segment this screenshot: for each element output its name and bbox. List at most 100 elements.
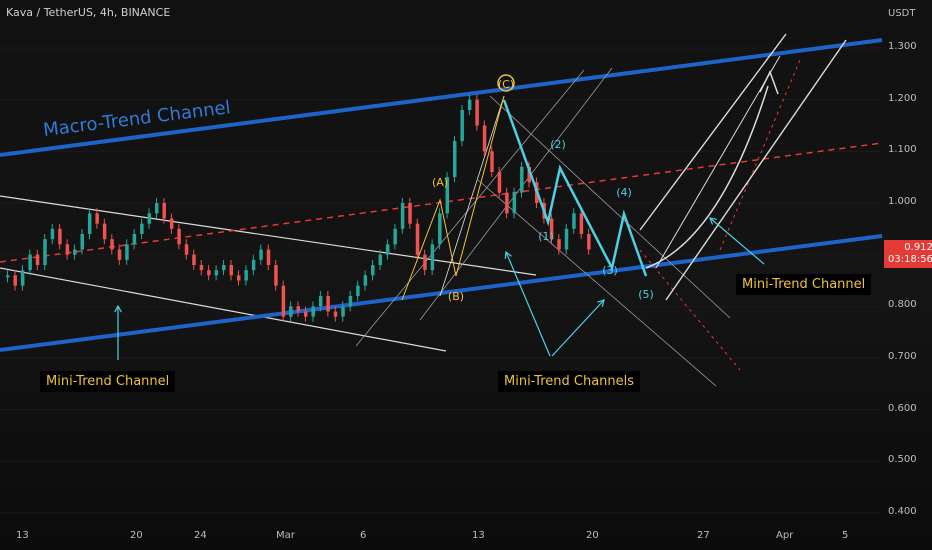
candle-body: [162, 203, 166, 219]
candle-body: [438, 213, 442, 245]
candle-body: [125, 244, 129, 260]
y-tick-label: 0.600: [888, 402, 917, 414]
wave-abc-line: [401, 95, 505, 301]
price-badge: 0.912 03:18:56: [884, 240, 932, 268]
candle-body: [28, 254, 32, 271]
candle-body: [460, 110, 464, 141]
candle-body: [73, 249, 77, 255]
wave-label: (2): [550, 138, 566, 151]
candle-body: [289, 306, 293, 317]
candle-body: [20, 270, 25, 286]
x-tick-label: 24: [194, 530, 207, 541]
candle-body: [482, 125, 487, 152]
x-tick-label: 27: [697, 530, 710, 541]
candle-body: [199, 265, 204, 271]
mini-channel-left-lower: [0, 267, 447, 352]
candle-body: [266, 249, 271, 265]
candle-body: [35, 254, 40, 265]
annotation-mini-left: Mini-Trend Channel: [40, 371, 176, 392]
annotation-macro: Macro-Trend Channel: [42, 97, 232, 141]
wave-label: (C): [498, 78, 514, 91]
annotation-arrow-1: [505, 251, 551, 357]
projection-channel-mid: [655, 55, 781, 269]
candle-body: [274, 265, 278, 286]
candle-body: [363, 275, 368, 286]
candle-body: [318, 296, 323, 307]
candle-body: [564, 228, 569, 250]
candle-body: [497, 172, 502, 193]
candle-body: [110, 239, 114, 250]
y-tick-label: 1.000: [888, 196, 917, 207]
candle-body: [95, 213, 99, 224]
wave-c-circle: [497, 74, 515, 92]
projection-channel-left: [639, 33, 787, 231]
x-tick-label: Mar: [276, 530, 295, 541]
candle-body: [259, 249, 263, 260]
price-value: 0.912: [904, 242, 932, 253]
y-tick-label: 0.500: [888, 454, 917, 466]
annotation-mini-right: Mini-Trend Channel: [736, 274, 872, 295]
annotation-mini-center: Mini-Trend Channels: [498, 371, 641, 392]
y-tick-label: 0.800: [888, 299, 917, 311]
annotation-arrow-head: [114, 304, 122, 313]
x-tick-label: 5: [842, 530, 849, 541]
wave-label: (5): [638, 288, 654, 301]
candle-body: [58, 228, 62, 245]
projection-dash-lower: [639, 249, 741, 371]
candle-body: [572, 213, 576, 229]
candle-body: [155, 203, 159, 214]
y-tick-label: 1.100: [888, 144, 917, 156]
candle-body: [326, 296, 330, 312]
currency-label: USDT: [888, 8, 916, 19]
candle-body: [169, 218, 174, 229]
candle-body: [140, 223, 144, 234]
candle-body: [467, 99, 472, 110]
candle-body: [393, 228, 397, 245]
mini-fall-lower: [477, 179, 717, 387]
annotation-arrow-head: [709, 217, 717, 225]
annotation-arrow-head: [504, 250, 512, 260]
candle-body: [207, 270, 211, 276]
candle-body: [177, 228, 181, 245]
projection-arrow-head: [759, 70, 779, 95]
annotation-arrow-3: [709, 217, 765, 265]
mini-rise-inner: [439, 95, 505, 297]
candle-body: [229, 265, 233, 276]
candle-body: [13, 275, 17, 286]
x-tick-label: 13: [16, 530, 29, 541]
annotation-arrow-2: [551, 299, 605, 357]
candle-body: [184, 244, 189, 255]
x-tick-label: 6: [360, 530, 367, 541]
candle-body: [587, 234, 591, 250]
wave-12345-line: [502, 99, 648, 277]
candle-body: [505, 192, 509, 214]
candle-body: [579, 213, 584, 234]
candle-body: [423, 254, 427, 271]
candle-body: [236, 275, 241, 281]
candle-body: [43, 239, 47, 265]
candle-body: [378, 254, 382, 265]
candle-body: [281, 285, 286, 317]
candle-body: [117, 249, 122, 260]
candle-body: [348, 296, 353, 307]
x-tick-label: 20: [586, 530, 599, 541]
mini-fall-upper: [489, 95, 731, 319]
wave-label: (4): [616, 186, 632, 199]
candle-body: [304, 311, 308, 317]
candle-body: [222, 265, 226, 271]
x-tick-label: 20: [130, 530, 143, 541]
candle-body: [475, 99, 479, 126]
annotation-arrow-head: [597, 299, 605, 307]
candle-body: [65, 244, 70, 255]
wave-label: (B): [448, 290, 464, 303]
candle-body: [527, 166, 531, 183]
candle-body: [512, 192, 517, 214]
candle-body: [371, 265, 375, 276]
candle-body: [385, 244, 390, 255]
candle-body: [430, 244, 435, 271]
candle-body: [356, 285, 360, 296]
candle-body: [408, 203, 412, 224]
y-tick-label: 0.400: [888, 506, 917, 517]
